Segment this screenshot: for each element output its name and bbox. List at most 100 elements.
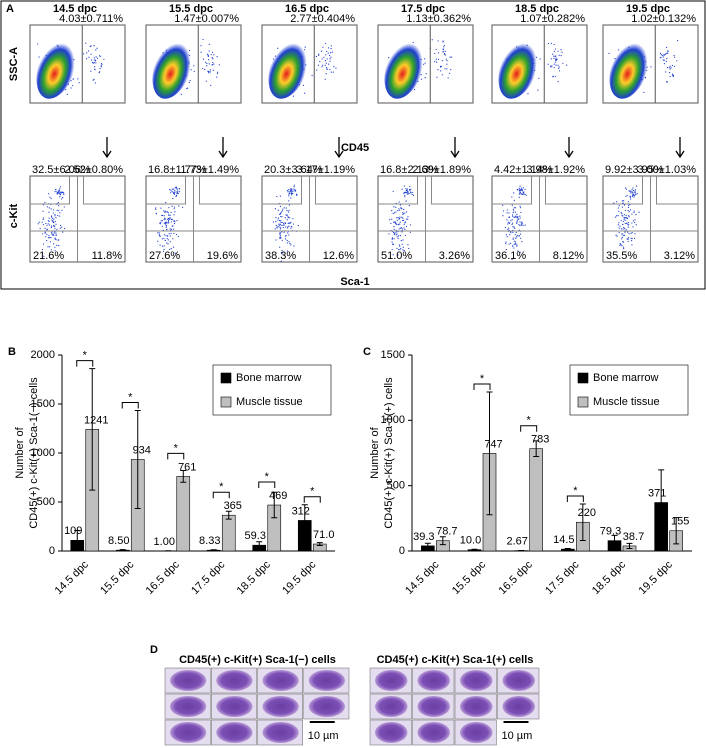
- event-dot: [608, 52, 610, 54]
- event-dot: [401, 188, 403, 190]
- event-dot: [63, 206, 65, 208]
- event-dot: [513, 247, 515, 249]
- event-dot: [626, 222, 628, 225]
- event-dot: [627, 201, 629, 203]
- event-dot: [520, 188, 523, 190]
- event-dot: [620, 212, 622, 214]
- event-dot: [51, 232, 53, 234]
- event-dot: [519, 185, 521, 187]
- event-dot: [52, 217, 54, 219]
- event-dot: [617, 224, 619, 226]
- y-axis-label: Number of: [369, 426, 381, 478]
- event-dot: [447, 77, 449, 79]
- event-dot: [516, 236, 518, 238]
- event-dot: [210, 84, 212, 86]
- event-dot: [315, 55, 318, 58]
- event-dot: [170, 211, 172, 214]
- event-dot: [94, 66, 96, 68]
- event-dot: [666, 81, 669, 83]
- gate-line: [378, 176, 473, 205]
- event-dot: [410, 188, 412, 190]
- event-dot: [393, 228, 395, 230]
- event-dot: [505, 249, 507, 251]
- event-dot: [424, 77, 426, 79]
- event-dot: [171, 188, 174, 190]
- event-dot: [437, 69, 439, 71]
- event-dot: [317, 64, 320, 66]
- cell: [417, 722, 450, 743]
- event-dot: [521, 193, 523, 196]
- event-dot: [59, 227, 61, 229]
- event-dot: [403, 223, 405, 225]
- event-dot: [167, 239, 169, 241]
- event-dot: [665, 81, 668, 83]
- timepoint-label: 14.5 dpc: [53, 3, 97, 15]
- event-dot: [208, 43, 210, 46]
- event-dot: [328, 63, 330, 65]
- event-dot: [288, 192, 291, 194]
- event-dot: [280, 212, 282, 214]
- event-dot: [394, 222, 396, 224]
- event-dot: [506, 236, 508, 238]
- event-dot: [622, 228, 624, 230]
- event-dot: [329, 58, 331, 60]
- event-dot: [669, 68, 671, 70]
- value-label: 155: [671, 516, 689, 528]
- event-dot: [628, 216, 630, 218]
- event-dot: [59, 193, 62, 195]
- event-dot: [78, 82, 80, 84]
- event-dot: [44, 232, 46, 234]
- event-dot: [174, 252, 176, 254]
- event-dot: [161, 225, 163, 227]
- gate-line: [146, 176, 241, 205]
- event-dot: [42, 217, 45, 219]
- event-dot: [621, 200, 623, 202]
- event-dot: [211, 64, 213, 66]
- event-dot: [55, 217, 57, 219]
- event-dot: [520, 187, 523, 189]
- event-dot: [396, 233, 398, 235]
- event-dot: [561, 51, 563, 53]
- event-dot: [524, 224, 526, 226]
- event-dot: [628, 190, 630, 192]
- x-tick-label: 18.5 dpc: [590, 558, 629, 597]
- event-dot: [171, 218, 173, 220]
- value-label: 365: [224, 500, 242, 512]
- event-dot: [441, 60, 443, 62]
- event-dot: [57, 193, 59, 195]
- event-dot: [393, 212, 396, 214]
- quadrant-percent: 2.52±0.80%: [64, 164, 123, 176]
- value-label: 220: [578, 507, 596, 519]
- event-dot: [164, 218, 167, 220]
- significance-label: *: [573, 485, 578, 497]
- event-dot: [287, 217, 289, 219]
- event-dot: [673, 54, 675, 57]
- event-dot: [616, 215, 618, 217]
- event-dot: [424, 62, 426, 64]
- legend-label: Bone marrow: [236, 372, 301, 384]
- event-dot: [279, 195, 281, 197]
- gate-percent: 4.03±0.711%: [59, 13, 123, 25]
- event-dot: [171, 205, 173, 207]
- gate-percent: 2.77±0.404%: [290, 13, 355, 25]
- event-dot: [170, 248, 172, 250]
- event-dot: [388, 233, 390, 235]
- arrow-head: [675, 150, 685, 159]
- event-dot: [207, 72, 210, 74]
- event-dot: [90, 53, 92, 55]
- event-dot: [170, 232, 172, 235]
- event-dot: [431, 39, 433, 41]
- event-dot: [88, 56, 90, 58]
- event-dot: [163, 234, 166, 236]
- event-dot: [290, 225, 293, 228]
- timepoint-label: 18.5 dpc: [515, 3, 559, 15]
- event-dot: [325, 62, 327, 64]
- event-dot: [405, 200, 407, 202]
- event-dot: [50, 226, 53, 229]
- quadrant-percent: 3.00±1.03%: [637, 164, 696, 176]
- quadrant-percent: 3.12%: [664, 250, 695, 262]
- event-dot: [552, 53, 554, 55]
- event-dot: [553, 63, 555, 65]
- event-dot: [59, 188, 61, 190]
- event-dot: [172, 225, 174, 227]
